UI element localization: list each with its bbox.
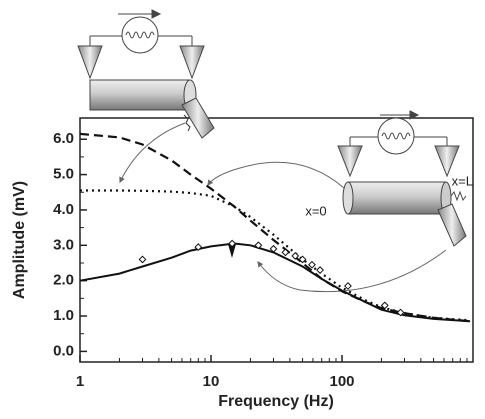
y-tick-label: 2.0 bbox=[53, 272, 74, 289]
y-tick-label: 5.0 bbox=[53, 166, 74, 183]
y-tick-label: 0.0 bbox=[53, 342, 74, 359]
x-tick-label: 100 bbox=[329, 373, 354, 390]
series-line bbox=[79, 132, 471, 323]
diagram-right bbox=[207, 110, 467, 293]
data-point bbox=[228, 239, 237, 248]
data-point bbox=[281, 248, 290, 257]
data-point bbox=[344, 282, 352, 290]
data-point bbox=[291, 252, 300, 260]
y-tick-label: 4.0 bbox=[53, 201, 74, 218]
data-point bbox=[194, 243, 203, 251]
data-point bbox=[396, 308, 405, 317]
data-point bbox=[254, 241, 263, 250]
y-tick-label: 3.0 bbox=[53, 236, 74, 253]
data-point bbox=[298, 255, 307, 264]
annotation: x=0 bbox=[305, 203, 326, 218]
x-tick-label: 1 bbox=[76, 373, 84, 390]
series-line bbox=[80, 189, 471, 322]
x-axis-title: Frequency (Hz) bbox=[218, 393, 334, 410]
y-axis-title: Amplitude (mV) bbox=[11, 181, 28, 299]
frame bbox=[79, 117, 474, 363]
series-line bbox=[79, 242, 471, 323]
x-tick-label: 10 bbox=[203, 373, 220, 390]
annotation: x=L bbox=[452, 173, 473, 188]
data-point bbox=[316, 266, 324, 274]
peak-arrowhead bbox=[228, 244, 236, 258]
diagram-left bbox=[77, 9, 215, 184]
y-tick-label: 6.0 bbox=[53, 130, 74, 147]
data-point bbox=[308, 260, 316, 269]
data-point bbox=[138, 255, 147, 264]
data-point bbox=[269, 244, 278, 253]
y-tick-label: 1.0 bbox=[53, 307, 74, 324]
data-point bbox=[380, 301, 389, 310]
